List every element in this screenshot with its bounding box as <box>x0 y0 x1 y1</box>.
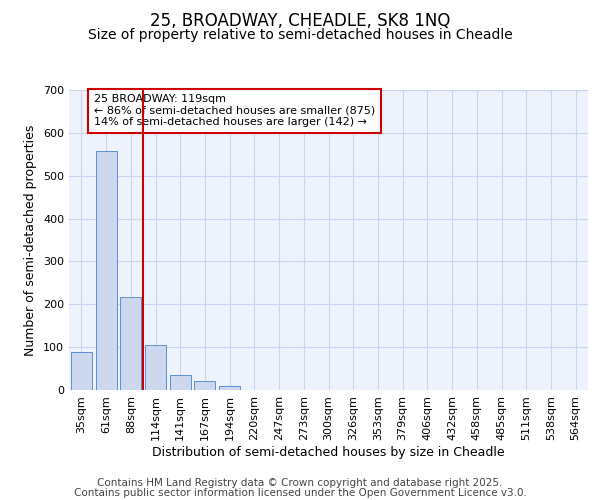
X-axis label: Distribution of semi-detached houses by size in Cheadle: Distribution of semi-detached houses by … <box>152 446 505 458</box>
Text: Size of property relative to semi-detached houses in Cheadle: Size of property relative to semi-detach… <box>88 28 512 42</box>
Bar <box>120 296 141 390</box>
Bar <box>194 380 215 390</box>
Bar <box>170 375 191 390</box>
Bar <box>95 152 116 390</box>
Text: 25, BROADWAY, CHEADLE, SK8 1NQ: 25, BROADWAY, CHEADLE, SK8 1NQ <box>150 12 450 30</box>
Text: Contains HM Land Registry data © Crown copyright and database right 2025.: Contains HM Land Registry data © Crown c… <box>97 478 503 488</box>
Text: 25 BROADWAY: 119sqm
← 86% of semi-detached houses are smaller (875)
14% of semi-: 25 BROADWAY: 119sqm ← 86% of semi-detach… <box>94 94 375 128</box>
Bar <box>219 386 240 390</box>
Bar <box>71 352 92 390</box>
Text: Contains public sector information licensed under the Open Government Licence v3: Contains public sector information licen… <box>74 488 526 498</box>
Bar <box>145 345 166 390</box>
Y-axis label: Number of semi-detached properties: Number of semi-detached properties <box>25 124 37 356</box>
